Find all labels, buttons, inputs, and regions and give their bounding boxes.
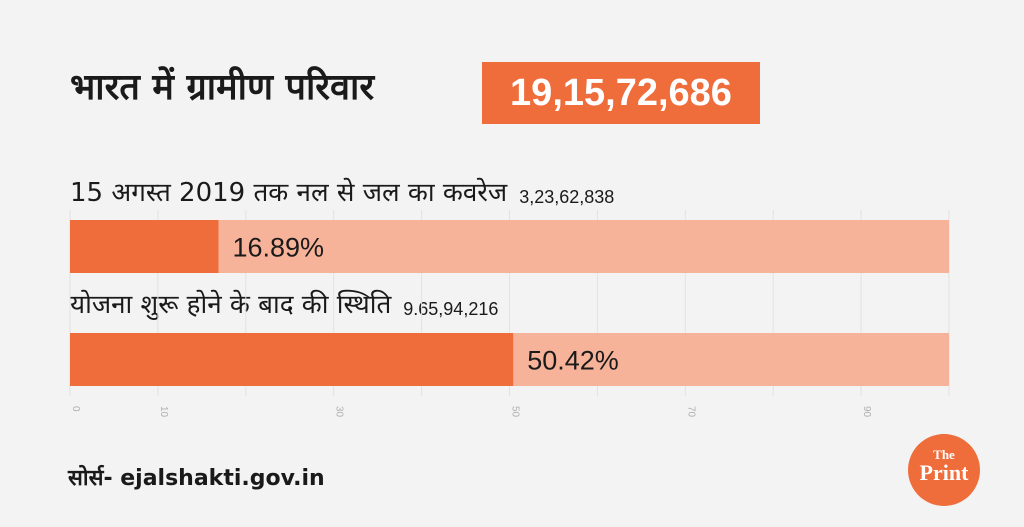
bar-label-1: 16.89% — [232, 233, 324, 263]
row-1-label: 15 अगस्त 2019 तक नल से जल का कवरेज — [70, 178, 508, 208]
bar-fill-2 — [70, 333, 514, 386]
total-households-badge: 19,15,72,686 — [482, 62, 760, 124]
theprint-logo: The Print — [908, 434, 980, 506]
x-tick-label: 30 — [334, 406, 345, 418]
bar-fill-1 — [70, 220, 219, 273]
logo-line-1: The — [933, 447, 955, 462]
x-tick-label: 90 — [861, 406, 872, 418]
source-credit: सोर्स- ejalshakti.gov.in — [68, 466, 325, 491]
x-tick-label: 10 — [158, 406, 169, 418]
bar-label-2: 50.42% — [527, 346, 619, 376]
logo-line-2: Print — [919, 460, 969, 485]
x-axis-ticks: 0 10 30 50 70 90 — [70, 406, 872, 418]
row-1-label-line: 15 अगस्त 2019 तक नल से जल का कवरेज 3,23,6… — [70, 176, 614, 214]
row-1-count: 3,23,62,838 — [519, 187, 615, 207]
x-tick-label: 70 — [685, 406, 696, 418]
page-title: भारत में ग्रामीण परिवार — [70, 67, 375, 108]
x-tick-label: 0 — [70, 406, 81, 412]
row-2-label-line: योजना शुरू होने के बाद की स्थिति 9.65,94,… — [70, 288, 498, 326]
row-2-label: योजना शुरू होने के बाद की स्थिति — [70, 290, 392, 320]
row-2-count: 9.65,94,216 — [403, 299, 499, 319]
coverage-bar-chart: 16.89% 50.42% 0 10 30 50 70 90 — [69, 210, 950, 418]
x-tick-label: 50 — [510, 406, 521, 418]
